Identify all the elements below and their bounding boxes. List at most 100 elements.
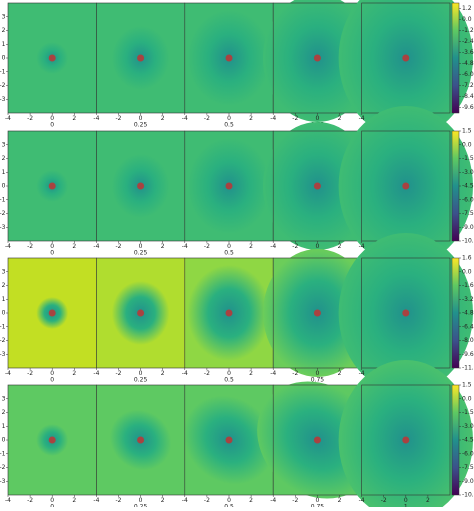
y-tick-label: -1 [0, 323, 6, 330]
colorbar-tick-label: -4.8 [462, 60, 474, 67]
x-tick-label: 0 [50, 243, 54, 250]
colorbar-tick-label: -3.0 [462, 169, 474, 176]
x-tick-label: 0 [315, 370, 319, 377]
y-tick-label: -1 [0, 450, 6, 457]
marker [225, 309, 233, 317]
y-tick-label: 1 [2, 41, 6, 48]
x-tick-label: 2 [72, 115, 76, 122]
x-tick-label: -4 [270, 243, 276, 250]
colorbar-tick-label: -6.4 [462, 323, 474, 330]
x-tick-label: -2 [204, 497, 210, 504]
x-tick-label: -2 [27, 115, 33, 122]
x-tick-label: -4 [93, 370, 99, 377]
y-tick-label: -1 [0, 196, 6, 203]
x-tick-label: 2 [338, 115, 342, 122]
marker [48, 436, 56, 444]
marker [225, 182, 233, 190]
colorbar-tick-label: -4.8 [462, 310, 474, 317]
y-tick-label: -2 [0, 464, 6, 471]
colorbar-tick-label: -10.5 [462, 492, 474, 499]
colorbar-tick-label: 1.5 [462, 382, 472, 389]
x-tick-label: -4 [182, 243, 188, 250]
x-tick-label: 0 [50, 370, 54, 377]
marker [313, 182, 321, 190]
x-tick-label: 2 [249, 497, 253, 504]
x-tick-label: -2 [27, 243, 33, 250]
colorbar-tick-label: -7.2 [462, 82, 474, 89]
x-tick-label: 0 [227, 497, 231, 504]
colorbar-tick-label: -9.6 [462, 104, 474, 111]
y-tick-label: 1 [2, 423, 6, 430]
x-tick-label: -4 [5, 243, 11, 250]
y-tick-label: -2 [0, 210, 6, 217]
panel-caption: 0.5 [224, 504, 234, 508]
panel-caption: 0.25 [134, 504, 148, 508]
x-tick-label: 0 [227, 243, 231, 250]
colorbar-tick-label: -1.5 [462, 409, 474, 416]
colorbar-tick-label: -2.4 [462, 38, 474, 45]
colorbar [451, 130, 460, 242]
panel-caption: 0.75 [311, 377, 325, 384]
marker [313, 309, 321, 317]
x-tick-label: -4 [270, 497, 276, 504]
x-tick-label: -4 [182, 497, 188, 504]
x-tick-label: -4 [270, 115, 276, 122]
y-tick-label: 3 [2, 395, 6, 402]
x-tick-label: -2 [204, 370, 210, 377]
colorbar-tick-label: -6.0 [462, 71, 474, 78]
x-tick-label: 2 [161, 243, 165, 250]
colorbar-tick-label: -9.0 [462, 224, 474, 231]
panel-caption: 0 [50, 504, 54, 508]
y-tick-label: -3 [0, 96, 6, 103]
colorbar-tick-label: -9.0 [462, 478, 474, 485]
x-tick-label: 2 [338, 243, 342, 250]
x-tick-label: -4 [359, 115, 365, 122]
x-tick-label: -4 [182, 370, 188, 377]
y-tick-label: 3 [2, 13, 6, 20]
x-tick-label: 0 [227, 370, 231, 377]
x-tick-label: 0 [50, 115, 54, 122]
x-tick-label: -4 [359, 497, 365, 504]
x-tick-label: 2 [72, 243, 76, 250]
colorbar-tick-label: -7.5 [462, 210, 474, 217]
x-tick-label: -4 [270, 370, 276, 377]
x-tick-label: -2 [204, 243, 210, 250]
marker [137, 436, 145, 444]
x-tick-label: -4 [5, 370, 11, 377]
colorbar-tick-label: -1.5 [462, 155, 474, 162]
x-tick-label: -4 [359, 243, 365, 250]
y-tick-label: 2 [2, 409, 6, 416]
x-tick-label: -4 [182, 115, 188, 122]
y-tick-label: 0 [2, 437, 6, 444]
x-tick-label: 2 [338, 497, 342, 504]
colorbar-tick-label: -10.5 [462, 238, 474, 245]
colorbar-tick-label: 0.0 [462, 16, 472, 23]
colorbar-tick-label: 0.0 [462, 268, 472, 275]
marker [48, 182, 56, 190]
y-tick-label: 0 [2, 310, 6, 317]
x-tick-label: -4 [359, 370, 365, 377]
x-tick-label: 2 [338, 370, 342, 377]
x-tick-label: 0 [227, 115, 231, 122]
panel-caption: 0 [50, 122, 54, 129]
colorbar-tick-label: 1.6 [462, 255, 472, 262]
x-tick-label: -2 [204, 115, 210, 122]
y-tick-label: 3 [2, 141, 6, 148]
x-tick-label: 2 [72, 370, 76, 377]
panel-caption: 0.5 [224, 122, 234, 129]
x-tick-label: -2 [116, 370, 122, 377]
x-tick-label: 2 [426, 497, 430, 504]
y-tick-label: 0 [2, 183, 6, 190]
y-tick-label: 0 [2, 55, 6, 62]
x-tick-label: 0 [50, 497, 54, 504]
x-tick-label: -2 [116, 115, 122, 122]
x-tick-label: -2 [27, 497, 33, 504]
panel-caption: 0.5 [224, 377, 234, 384]
x-tick-label: 2 [161, 115, 165, 122]
colorbar-tick-label: -1.6 [462, 282, 474, 289]
marker [402, 309, 410, 317]
x-tick-label: 0 [404, 497, 408, 504]
x-tick-label: -4 [5, 497, 11, 504]
x-tick-label: -4 [93, 497, 99, 504]
